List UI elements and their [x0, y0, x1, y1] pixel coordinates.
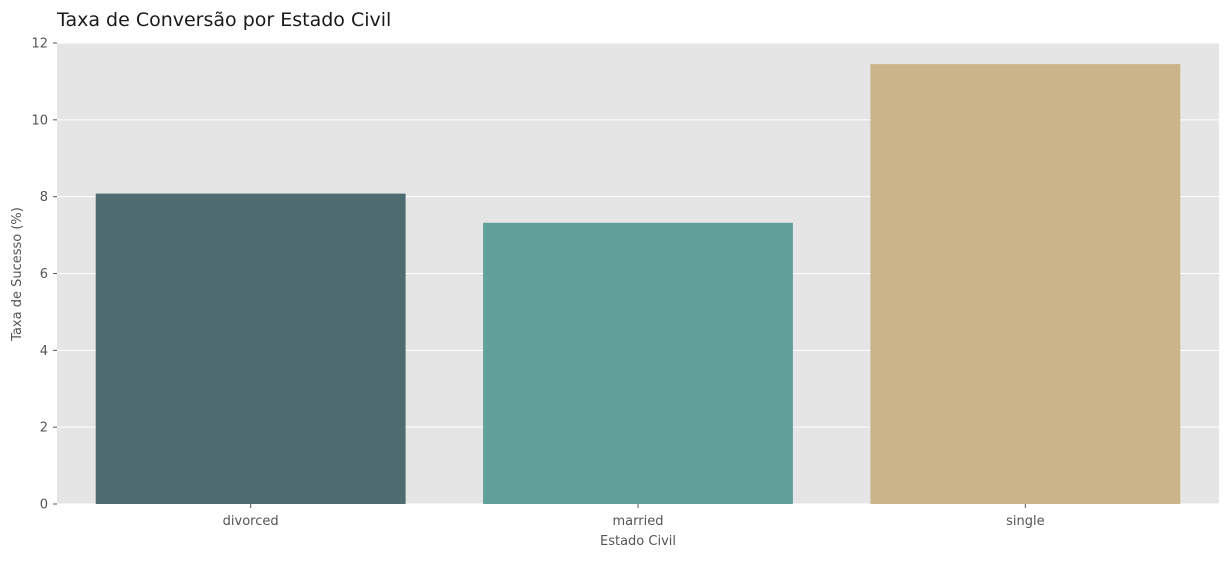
chart-title: Taxa de Conversão por Estado Civil: [56, 9, 391, 31]
bars: [95, 64, 1181, 505]
bar-divorced: [95, 193, 406, 505]
bar-married: [483, 222, 793, 505]
y-tick-label: 2: [40, 421, 48, 436]
y-tick-label: 0: [40, 498, 48, 513]
x-axis-ticks: divorced married single: [223, 504, 1045, 529]
x-tick-label-married: married: [613, 514, 664, 529]
y-tick-label: 8: [40, 190, 48, 205]
y-tick-label: 6: [40, 267, 48, 282]
y-tick-label: 12: [31, 37, 48, 52]
y-axis-label: Taxa de Sucesso (%): [10, 207, 25, 342]
x-tick-label-divorced: divorced: [223, 514, 279, 529]
x-tick-label-single: single: [1006, 514, 1045, 529]
y-tick-label: 10: [31, 113, 48, 128]
y-axis-ticks: 0 2 4 6 8 10 12: [31, 37, 57, 513]
bar-single: [870, 64, 1181, 505]
x-axis-label: Estado Civil: [600, 534, 676, 549]
y-tick-label: 4: [40, 344, 48, 359]
